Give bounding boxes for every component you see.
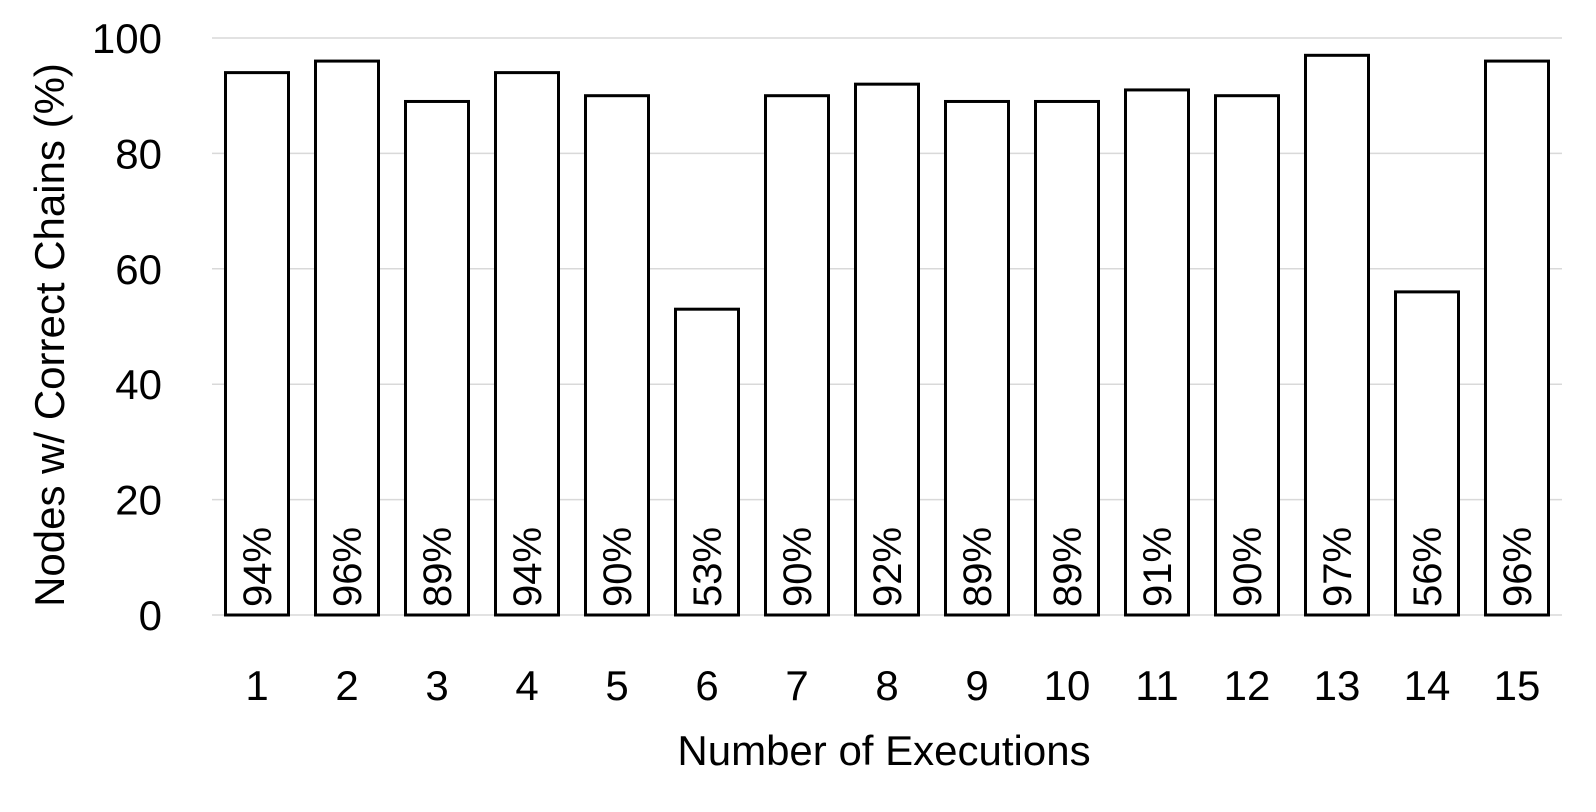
x-tick-label-10: 10 xyxy=(1044,662,1091,709)
data-label-5: 90% xyxy=(596,527,640,607)
bar-8 xyxy=(854,82,920,617)
data-label-6: 53% xyxy=(686,527,730,607)
y-tick-label-100: 100 xyxy=(92,15,162,62)
x-tick-label-1: 1 xyxy=(245,662,268,709)
x-tick-label-3: 3 xyxy=(425,662,448,709)
x-axis-ticks: 1 2 3 4 5 6 7 8 9 10 11 12 13 14 15 xyxy=(245,662,1540,709)
bar-6 xyxy=(674,307,740,617)
data-label-14: 56% xyxy=(1406,527,1450,607)
x-tick-label-14: 14 xyxy=(1404,662,1451,709)
bar-14 xyxy=(1394,290,1460,617)
y-tick-label-40: 40 xyxy=(115,361,162,408)
bar-3 xyxy=(404,99,470,617)
data-labels: 94% 96% 89% 94% 90% 53% 90% 92% 89% 89% 91% 90% 97% 5… xyxy=(236,527,1540,607)
y-tick-label-0: 0 xyxy=(139,592,162,639)
bar-7 xyxy=(764,94,830,617)
x-tick-label-15: 15 xyxy=(1494,662,1541,709)
data-label-1: 94% xyxy=(236,527,280,607)
y-axis-label: Nodes w/ Correct Chains (%) xyxy=(26,63,73,607)
x-tick-label-8: 8 xyxy=(875,662,898,709)
bar-4 xyxy=(494,71,560,617)
data-label-3: 89% xyxy=(416,527,460,607)
data-label-4: 94% xyxy=(506,527,550,607)
bar-12 xyxy=(1214,94,1280,617)
y-axis-ticks: 0 20 40 60 80 100 xyxy=(92,15,162,639)
data-label-10: 89% xyxy=(1046,527,1090,607)
x-tick-label-4: 4 xyxy=(515,662,538,709)
data-label-13: 97% xyxy=(1316,527,1360,607)
x-tick-label-13: 13 xyxy=(1314,662,1361,709)
data-label-7: 90% xyxy=(776,527,820,607)
x-tick-label-11: 11 xyxy=(1135,662,1179,709)
bar-5 xyxy=(584,94,650,617)
x-axis-label: Number of Executions xyxy=(677,727,1090,774)
bar-10 xyxy=(1034,99,1100,617)
data-label-9: 89% xyxy=(956,527,1000,607)
bars xyxy=(224,53,1550,617)
bar-1 xyxy=(224,71,290,617)
y-tick-label-80: 80 xyxy=(115,130,162,177)
bar-15 xyxy=(1484,59,1550,617)
x-tick-label-7: 7 xyxy=(785,662,808,709)
data-label-12: 90% xyxy=(1226,527,1270,607)
y-tick-label-20: 20 xyxy=(115,477,162,524)
x-tick-label-5: 5 xyxy=(605,662,628,709)
bar-11 xyxy=(1124,88,1190,617)
data-label-2: 96% xyxy=(326,527,370,607)
data-label-8: 92% xyxy=(866,527,910,607)
y-tick-label-60: 60 xyxy=(115,246,162,293)
x-tick-label-2: 2 xyxy=(335,662,358,709)
data-label-15: 96% xyxy=(1496,527,1540,607)
bar-9 xyxy=(944,99,1010,617)
x-tick-label-12: 12 xyxy=(1224,662,1271,709)
x-tick-label-9: 9 xyxy=(965,662,988,709)
x-tick-label-6: 6 xyxy=(695,662,718,709)
data-label-11: 91% xyxy=(1136,527,1180,607)
bar-2 xyxy=(314,59,380,617)
bar-13 xyxy=(1304,53,1370,617)
